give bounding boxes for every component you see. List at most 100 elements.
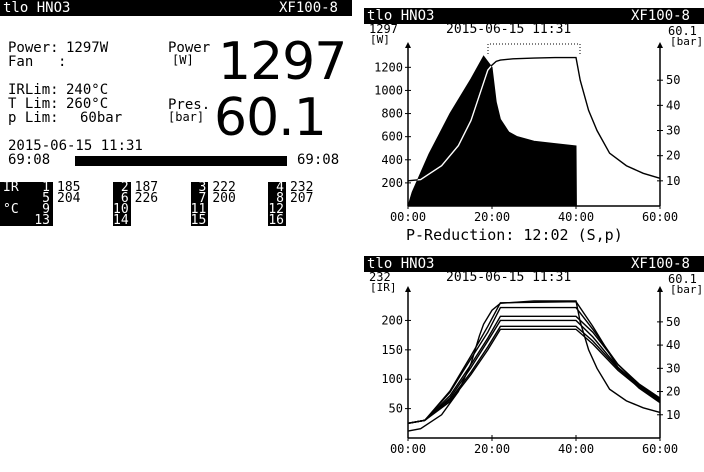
sensor-value-cell bbox=[131, 204, 191, 226]
y2-tick-label: 40 bbox=[666, 98, 680, 112]
y2-tick-label: 10 bbox=[666, 408, 680, 422]
sensor-num-cell: 10 14 bbox=[113, 202, 131, 227]
y-tick-label: 100 bbox=[381, 372, 403, 386]
y2-tick-label: 20 bbox=[666, 385, 680, 399]
y2-axis-arrow bbox=[657, 42, 663, 48]
x-tick-label: 40:00 bbox=[558, 442, 594, 456]
y2-tick-label: 30 bbox=[666, 124, 680, 138]
y-axis-arrow bbox=[405, 42, 411, 48]
y-tick-label: 150 bbox=[381, 343, 403, 357]
sensor-num: 1 bbox=[42, 180, 50, 195]
header-title: tlo HNO3 bbox=[3, 0, 71, 16]
sensor-num-cell: 12 16 bbox=[268, 202, 286, 228]
power-label: Power: bbox=[8, 40, 59, 56]
status-panel: tlo HNO3 XF100-8 Power: 1297W Fan : Powe… bbox=[0, 0, 352, 245]
irlim-value: 240°C bbox=[66, 82, 109, 98]
total-time: 69:08 bbox=[297, 152, 340, 168]
chart-ymax-label: 232 bbox=[369, 270, 391, 284]
chart-y2unit: [bar] bbox=[670, 283, 704, 296]
chart-footer: P-Reduction: 12:02 (S,p) bbox=[406, 226, 623, 244]
y-tick-label: 800 bbox=[381, 107, 403, 121]
unit-label-cell: °C bbox=[0, 202, 24, 226]
sensor-num: 16 bbox=[268, 213, 284, 228]
sensor-value-cell: 187 226 bbox=[131, 180, 191, 205]
chart-header: tlo HNO3 XF100-8 bbox=[364, 8, 704, 24]
y2-tick-label: 10 bbox=[666, 174, 680, 188]
sensor-value: 207 bbox=[289, 191, 314, 206]
chart-header-device: XF100-8 bbox=[630, 256, 690, 272]
chart-yunit: [IR] bbox=[370, 281, 397, 294]
y-tick-label: 200 bbox=[381, 176, 403, 190]
sensor-value: 185 bbox=[57, 180, 81, 195]
sensor-num: 4 bbox=[276, 180, 284, 195]
fan-value: : bbox=[58, 54, 67, 70]
y2-tick-label: 50 bbox=[666, 73, 680, 87]
series-line-6 bbox=[407, 300, 661, 432]
y-tick-label: 400 bbox=[381, 153, 403, 167]
y2-tick-label: 30 bbox=[666, 361, 680, 375]
sensor-num: 15 bbox=[190, 213, 207, 228]
sensor-value: 204 bbox=[57, 191, 81, 206]
big-pres-value: 60.1 bbox=[214, 88, 327, 148]
sensor-num-cell: 9 13 bbox=[24, 202, 53, 228]
elapsed-time: 69:08 bbox=[8, 152, 51, 168]
chart-ymax-label: 1297 bbox=[369, 22, 398, 36]
y-tick-label: 200 bbox=[381, 313, 403, 327]
chart-header-device: XF100-8 bbox=[630, 8, 690, 24]
series-line-5 bbox=[407, 328, 661, 424]
fan-label: Fan bbox=[8, 54, 34, 70]
chart-y2max-label: 60.1 bbox=[668, 24, 697, 38]
sensor-value-cell: 232 207 bbox=[286, 180, 346, 206]
x-tick-label: 20:00 bbox=[474, 442, 510, 456]
sensor-value: 187 bbox=[134, 180, 159, 195]
y2-tick-label: 50 bbox=[666, 315, 680, 329]
y-tick-label: 50 bbox=[389, 402, 403, 416]
date-time: 2015-06-15 11:31 bbox=[8, 138, 143, 154]
chart-yunit: [W] bbox=[370, 33, 390, 46]
sensor-num: 8 bbox=[276, 191, 284, 206]
plim-value: 60bar bbox=[80, 110, 123, 126]
series-line-1 bbox=[407, 306, 661, 424]
sensor-value-cell bbox=[286, 204, 346, 226]
series-line-3 bbox=[407, 319, 661, 424]
x-tick-label: 00:00 bbox=[390, 210, 426, 224]
run-progress-fill bbox=[75, 156, 287, 166]
unit-label: °C bbox=[3, 202, 19, 217]
y2-tick-label: 40 bbox=[666, 338, 680, 352]
ir-label-cell: IR bbox=[0, 181, 24, 204]
sensor-num: 12 bbox=[268, 202, 284, 217]
tlim-label: T Lim: bbox=[8, 96, 59, 112]
ir-chart-panel: tlo HNO3 XF100-8 232 [IR] 2015-06-15 11:… bbox=[364, 256, 704, 472]
irlim-label: IRLim: bbox=[8, 82, 59, 98]
x-tick-label: 60:00 bbox=[642, 442, 678, 456]
ir-temperature-chart: 50 100 150 200 10 20 30 40 50 00:00 20:00 40:00 60:0… bbox=[381, 286, 680, 456]
sensor-value: 232 bbox=[289, 180, 314, 195]
y-tick-label: 600 bbox=[381, 130, 403, 144]
big-pres-unit: [bar] bbox=[168, 110, 205, 124]
sensor-num: 9 bbox=[42, 202, 50, 217]
series-line-4 bbox=[407, 325, 661, 424]
y-tick-label: 1000 bbox=[374, 83, 403, 97]
sensor-value-cell: 185 204 bbox=[53, 180, 113, 206]
sensor-num: 13 bbox=[34, 213, 50, 228]
power-pressure-chart: 200 400 600 800 1000 1200 10 20 30 40 50 00:00 20:00… bbox=[374, 42, 680, 224]
plateau-marker bbox=[487, 43, 581, 54]
sensor-value-cell: 222 200 bbox=[208, 180, 268, 205]
sensor-num: 10 bbox=[113, 202, 129, 217]
sensor-value: 222 bbox=[212, 180, 236, 195]
x-tick-label: 00:00 bbox=[390, 442, 426, 456]
sensor-num: 6 bbox=[120, 191, 129, 206]
y2-axis-arrow bbox=[657, 286, 663, 292]
run-progress-track bbox=[75, 156, 287, 166]
power-value: 1297W bbox=[66, 40, 109, 56]
series-area-0 bbox=[407, 55, 577, 207]
big-power-unit: [W] bbox=[172, 53, 194, 67]
big-power-value: 1297 bbox=[218, 32, 347, 92]
sensor-num: 7 bbox=[198, 191, 207, 206]
chart-datetime: 2015-06-15 11:31 bbox=[446, 270, 572, 285]
plim-label: p Lim: bbox=[8, 110, 59, 126]
